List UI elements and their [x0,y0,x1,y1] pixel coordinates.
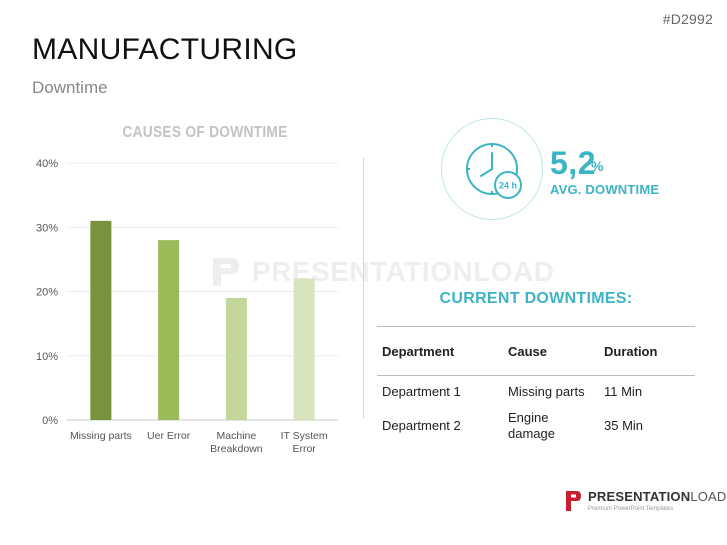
row1-cause: Missing parts [508,384,585,399]
table-top-rule [377,326,695,327]
stat-value: 5,2 [550,145,596,181]
bar [225,297,247,420]
header-department: Department [382,344,455,359]
x-tick-label: IT System [281,430,328,442]
x-tick-label: Breakdown [210,443,263,455]
row1-duration: 11 Min [604,384,643,399]
y-tick-label: 30% [36,222,58,234]
x-tick-label: Missing parts [70,430,132,442]
bar [293,278,315,420]
slide-code: #D2992 [662,11,713,27]
brand-name: PRESENTATIONLOAD [588,489,727,504]
row2-department: Department 2 [382,418,461,433]
slide-subtitle: Downtime [32,78,108,97]
brand-name-light: LOAD [690,489,727,504]
stat-ring: 24 h [441,118,543,220]
brand-tagline: Premium PowerPoint Templates [588,506,674,512]
stat-unit: % [591,158,604,174]
clock-24h-label: 24 h [499,181,517,191]
slide-title: MANUFACTURING [32,33,298,66]
clock-24h-icon: 24 h [466,143,522,199]
x-tick-label: Uer Error [147,430,191,442]
header-duration: Duration [604,344,658,359]
bar [158,240,180,420]
row2-duration: 35 Min [604,418,644,433]
y-tick-label: 0% [42,415,58,427]
vertical-divider [363,157,364,419]
watermark-logo-icon [213,258,239,286]
y-tick-label: 40% [36,158,58,170]
table-header-rule [377,375,695,376]
stat-label: AVG. DOWNTIME [550,182,660,197]
y-tick-label: 20% [36,287,58,299]
row2-cause: Engine [508,410,549,425]
x-tick-label: Error [292,443,316,455]
y-tick-label: 10% [36,351,58,363]
downtimes-title: CURRENT DOWNTIMES: [439,290,633,307]
row2-cause-line2: damage [508,426,555,441]
brand-logo-icon [566,491,581,511]
brand-logo: PRESENTATIONLOAD Premium PowerPoint Temp… [565,489,727,512]
x-tick-label: Machine [217,430,257,442]
chart-title: CAUSES OF DOWNTIME [122,124,288,141]
row1-department: Department 1 [382,384,461,399]
brand-name-bold: PRESENTATION [588,489,691,504]
bar [90,220,112,420]
header-cause: Cause [508,344,548,359]
